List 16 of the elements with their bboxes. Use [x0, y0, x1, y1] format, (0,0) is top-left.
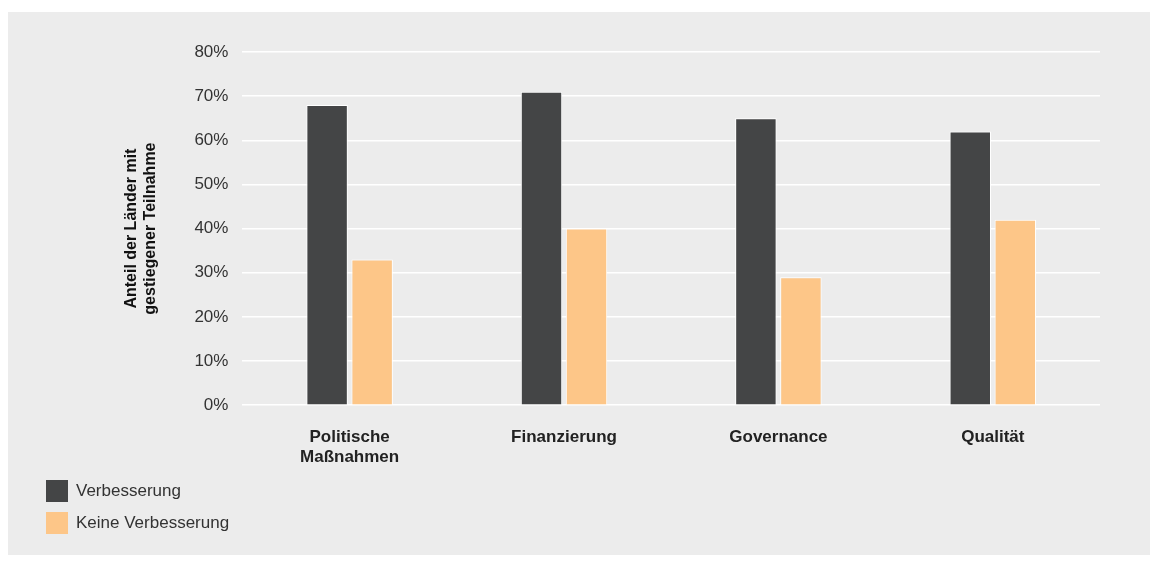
y-tick-label: 40% — [194, 218, 229, 238]
y-tick-label: 60% — [194, 129, 229, 149]
x-tick-label: Politische Maßnahmen — [300, 427, 400, 467]
x-tick-label: Governance — [729, 427, 828, 447]
y-tick-label: 20% — [194, 306, 229, 326]
y-tick-label: 0% — [203, 394, 229, 414]
x-tick-label: Finanzierung — [511, 427, 617, 447]
y-tick-label: 80% — [194, 41, 229, 61]
y-tick-label: 50% — [194, 174, 229, 194]
y-axis-title: Anteil der Länder mit gestiegener Teilnahme — [122, 142, 159, 315]
legend-label: Verbesserung — [76, 481, 181, 501]
x-tick-label: Qualität — [961, 427, 1025, 447]
y-tick-label: 70% — [194, 85, 229, 105]
y-tick-label: 10% — [194, 350, 229, 370]
y-tick-label: 30% — [194, 262, 229, 282]
legend-label: Keine Verbesserung — [76, 513, 230, 533]
